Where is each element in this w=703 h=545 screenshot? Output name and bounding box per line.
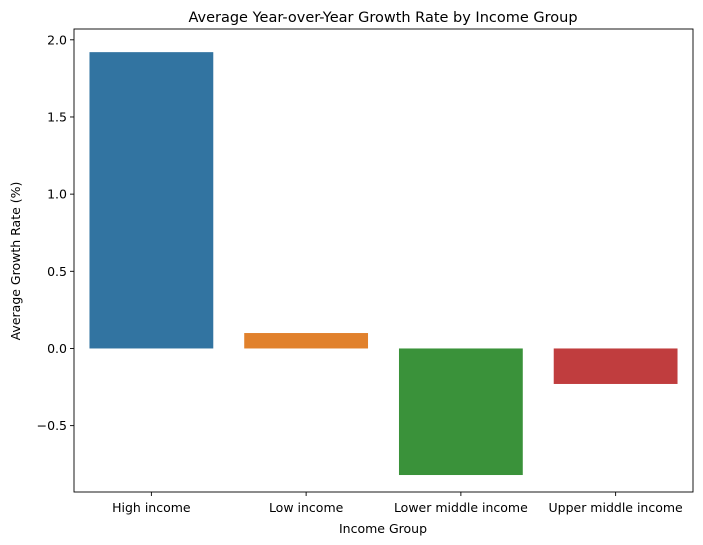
y-tick-label: 2.0 [47, 32, 67, 47]
bar-upper-middle-income [553, 348, 678, 384]
x-axis-label: Income Group [339, 521, 427, 536]
y-tick-label: 1.5 [47, 109, 67, 124]
x-tick-label: High income [112, 500, 191, 515]
chart-title: Average Year-over-Year Growth Rate by In… [188, 10, 577, 26]
y-tick-label: 0.5 [47, 264, 67, 279]
y-tick-label: −0.5 [37, 418, 67, 433]
bar-lower-middle-income [398, 348, 523, 476]
bar-low-income [244, 333, 369, 349]
bar-high-income [89, 52, 214, 349]
x-tick-label: Upper middle income [548, 500, 683, 515]
x-tick-label: Lower middle income [394, 500, 528, 515]
axes-frame [73, 28, 694, 493]
y-tick-label: 0.0 [47, 341, 67, 356]
y-axis-label: Average Growth Rate (%) [8, 182, 23, 341]
y-tick-label: 1.0 [47, 187, 67, 202]
plot-area: −0.5 0.0 0.5 1.0 1.5 2.0 High income Low income… [37, 28, 694, 515]
x-tick-label: Low income [269, 500, 344, 515]
